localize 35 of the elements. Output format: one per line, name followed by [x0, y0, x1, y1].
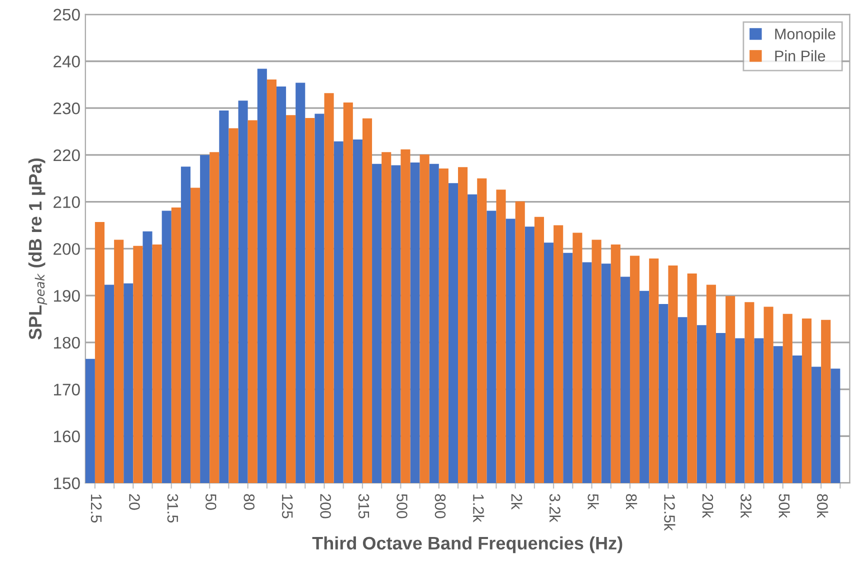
x-tick-label: 80k	[816, 494, 828, 518]
legend-label: Pin Pile	[775, 50, 826, 62]
x-tick-label: 800	[434, 494, 446, 518]
y-tick-label: 180	[54, 336, 80, 349]
x-tick-label: 12.5k	[664, 494, 676, 531]
x-tick-label: 1.2k	[473, 494, 484, 522]
y-tick-label: 160	[54, 430, 80, 442]
y-tick-label: 220	[54, 149, 80, 162]
x-tick-label: 80	[244, 494, 255, 510]
x-tick-label: 31.5	[167, 494, 178, 523]
y-tick-label: 250	[54, 8, 80, 21]
y-tick-label: 170	[54, 384, 80, 396]
x-tick-label: 2k	[511, 494, 522, 510]
x-tick-label: 200	[320, 494, 331, 518]
x-tick-label: 3.2k	[549, 494, 561, 522]
y-tick-label: 230	[54, 102, 80, 114]
x-tick-label: 8k	[626, 494, 638, 510]
x-tick-label: 32k	[740, 494, 752, 518]
x-tick-label: 50	[206, 494, 216, 510]
x-tick-label: 50k	[778, 494, 790, 518]
x-tick-label: 500	[396, 494, 408, 518]
x-axis-title: Third Octave Band Frequencies (Hz)	[312, 536, 622, 554]
x-tick-label: 125	[282, 494, 293, 518]
y-tick-label: 150	[54, 477, 80, 490]
x-tick-label: 20	[129, 494, 140, 510]
x-tick-label: 12.5	[90, 494, 102, 523]
y-tick-label: 210	[54, 196, 80, 208]
legend-label: Monopile	[775, 28, 836, 42]
x-tick-label: 5k	[588, 494, 599, 510]
y-tick-label: 200	[54, 243, 80, 255]
y-tick-label: 240	[54, 56, 80, 68]
y-axis-title: SPL$_{peak}$ (dB re 1 µPa)	[28, 158, 48, 340]
x-tick-label: 315	[358, 494, 370, 518]
x-tick-label: 20k	[702, 494, 714, 518]
y-tick-label: 190	[54, 290, 80, 302]
